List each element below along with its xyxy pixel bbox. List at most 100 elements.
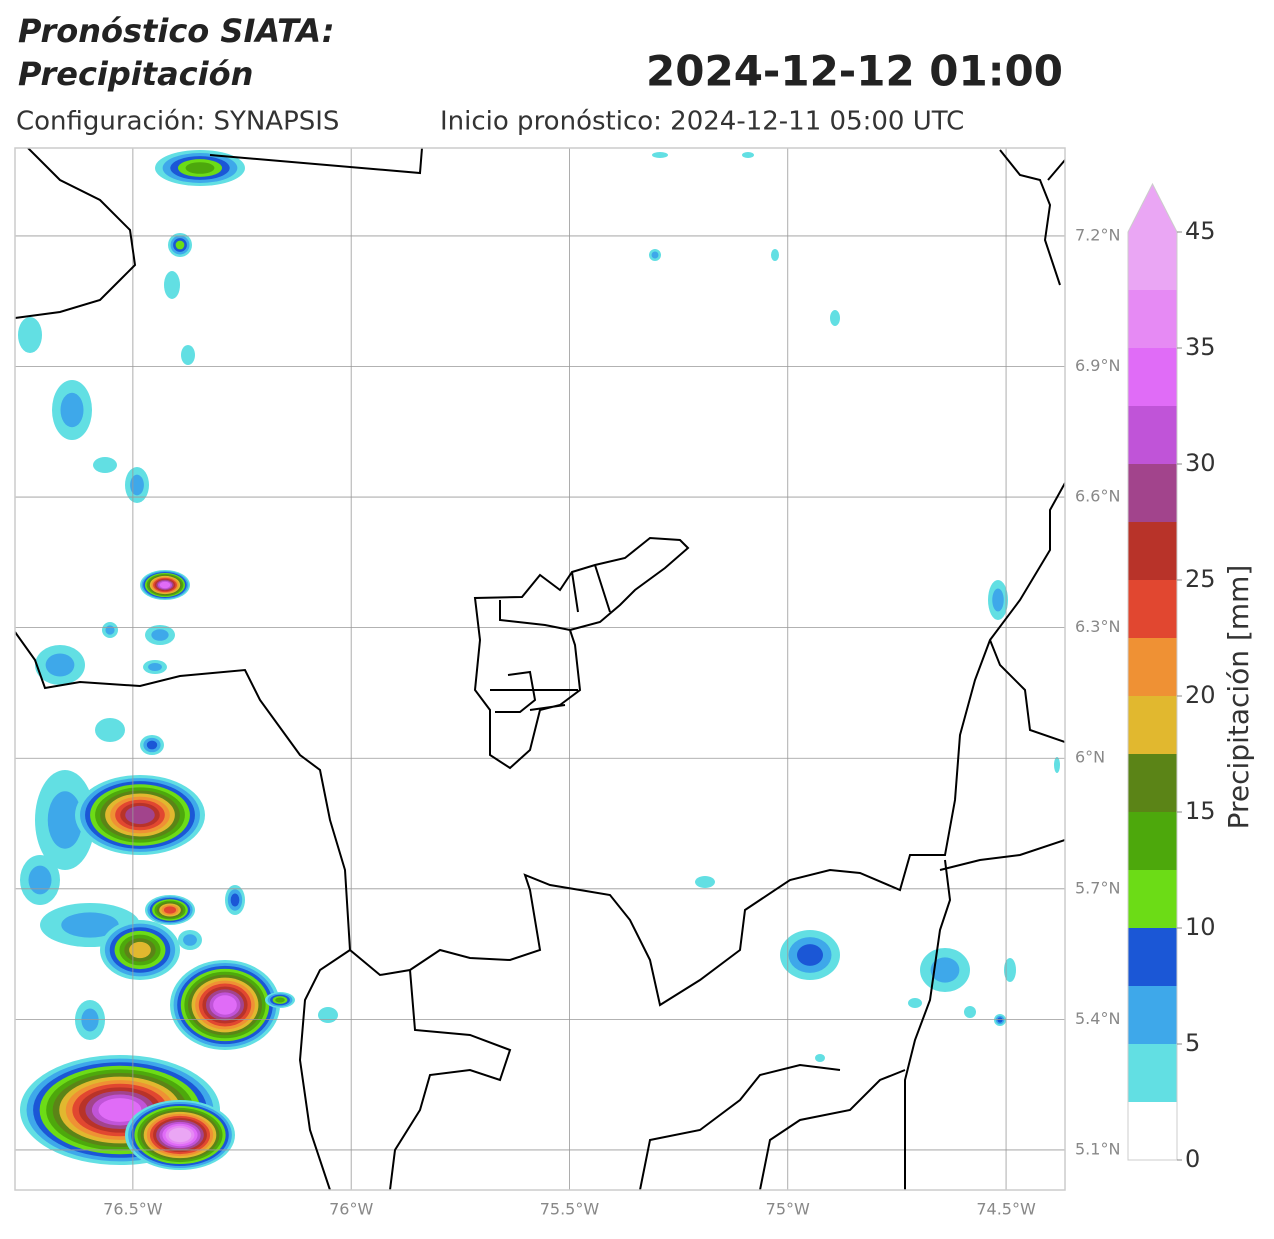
valid-time: 2024-12-12 01:00 bbox=[646, 47, 1063, 96]
precip-area bbox=[60, 392, 84, 428]
colorbar-tick-label: 15 bbox=[1185, 797, 1216, 825]
precip-area bbox=[175, 240, 185, 250]
precip-area bbox=[230, 893, 240, 907]
y-tick-label: 6.6°N bbox=[1075, 487, 1120, 506]
colorbar-band bbox=[1128, 986, 1177, 1044]
precip-area bbox=[129, 941, 151, 959]
precip-area bbox=[651, 251, 659, 259]
border bbox=[473, 536, 690, 770]
map bbox=[15, 148, 1065, 1190]
precip-area bbox=[652, 152, 668, 158]
colorbar-tick-label: 45 bbox=[1185, 217, 1216, 245]
x-tick-label: 76°W bbox=[329, 1200, 373, 1219]
precip-area bbox=[213, 995, 237, 1015]
borders bbox=[15, 148, 1065, 1190]
y-tick-label: 6.9°N bbox=[1075, 356, 1120, 375]
precip-area bbox=[130, 474, 144, 496]
precip-area bbox=[47, 791, 83, 849]
precip-area bbox=[695, 876, 715, 888]
precip-area bbox=[992, 588, 1004, 612]
precip-area bbox=[830, 310, 840, 326]
title: Precipitación bbox=[18, 55, 253, 93]
map-frame bbox=[14, 147, 1066, 1191]
precip-area bbox=[164, 271, 180, 299]
colorbar-label: Precipitación [mm] bbox=[1222, 565, 1255, 830]
colorbar-tick-label: 5 bbox=[1185, 1029, 1200, 1057]
precip-area bbox=[742, 152, 754, 158]
y-tick-label: 5.1°N bbox=[1075, 1139, 1120, 1158]
colorbar-band bbox=[1128, 928, 1177, 986]
colorbar-band bbox=[1128, 522, 1177, 580]
precip-area bbox=[95, 718, 125, 742]
colorbar-band bbox=[1128, 754, 1177, 812]
colorbar-band bbox=[1128, 348, 1177, 406]
precip-area bbox=[771, 249, 779, 261]
precip-area bbox=[930, 957, 960, 983]
precip-area bbox=[185, 162, 215, 174]
precip-area bbox=[163, 906, 177, 914]
colorbar-band bbox=[1128, 232, 1177, 290]
precip-area bbox=[151, 629, 169, 641]
precip-area bbox=[318, 1007, 338, 1023]
x-tick-label: 75°W bbox=[766, 1200, 810, 1219]
colorbar-band bbox=[1128, 812, 1177, 870]
border bbox=[298, 639, 1065, 1190]
colorbar-band bbox=[1128, 1044, 1177, 1102]
precip-area bbox=[908, 998, 922, 1008]
colorbar-tick-label: 25 bbox=[1185, 565, 1216, 593]
precip-area bbox=[275, 997, 285, 1003]
y-tick-label: 6°N bbox=[1075, 748, 1105, 767]
colorbar-band bbox=[1128, 580, 1177, 638]
x-tick-label: 76.5°W bbox=[103, 1200, 163, 1219]
y-tick-label: 6.3°N bbox=[1075, 617, 1120, 636]
colorbar-tick-label: 0 bbox=[1185, 1145, 1200, 1173]
precip-area bbox=[18, 317, 42, 353]
precip-area bbox=[815, 1054, 825, 1062]
precip-area bbox=[81, 1008, 99, 1032]
precip-area bbox=[93, 457, 117, 473]
precip-area bbox=[997, 1017, 1003, 1023]
precip-area bbox=[45, 653, 75, 677]
colorbar: 0 5 10 15 20 25 30 35 45 bbox=[1127, 182, 1216, 1173]
border bbox=[15, 482, 1065, 1007]
colorbar-band bbox=[1128, 406, 1177, 464]
precip-area bbox=[797, 944, 823, 966]
precip-area bbox=[105, 625, 115, 635]
precip-area bbox=[1054, 757, 1060, 773]
precip-area bbox=[159, 581, 171, 589]
colorbar-band bbox=[1128, 1102, 1177, 1160]
colorbar-tick-label: 20 bbox=[1185, 681, 1216, 709]
x-tick-label: 74.5°W bbox=[976, 1200, 1036, 1219]
precip-area bbox=[148, 662, 162, 672]
y-tick-label: 5.4°N bbox=[1075, 1009, 1120, 1028]
precip-area bbox=[168, 1127, 192, 1143]
precip-area bbox=[183, 934, 197, 946]
precip-area bbox=[98, 1098, 142, 1122]
border bbox=[389, 969, 906, 1190]
precip-area bbox=[1004, 958, 1016, 982]
x-tick-label: 75.5°W bbox=[540, 1200, 600, 1219]
colorbar-band bbox=[1128, 290, 1177, 348]
configuration: Configuración: SYNAPSIS bbox=[16, 107, 339, 137]
precip-area bbox=[181, 345, 195, 365]
y-tick-label: 5.7°N bbox=[1075, 878, 1120, 897]
colorbar-band bbox=[1128, 696, 1177, 754]
precip-area bbox=[146, 740, 158, 750]
colorbar-tick-label: 35 bbox=[1185, 333, 1216, 361]
title: Pronóstico SIATA: bbox=[18, 12, 335, 50]
colorbar-band bbox=[1128, 638, 1177, 696]
precip-area bbox=[964, 1006, 976, 1018]
colorbar-tick-label: 30 bbox=[1185, 449, 1216, 477]
colorbar-tick-label: 10 bbox=[1185, 913, 1216, 941]
y-tick-label: 7.2°N bbox=[1075, 225, 1120, 244]
border bbox=[999, 149, 1065, 286]
colorbar-band bbox=[1128, 464, 1177, 522]
colorbar-outline bbox=[1127, 182, 1178, 1161]
forecast-start: Inicio pronóstico: 2024-12-11 05:00 UTC bbox=[440, 107, 964, 137]
border bbox=[15, 148, 423, 319]
precip-area bbox=[125, 805, 155, 825]
precip-area bbox=[61, 912, 119, 938]
colorbar-extend bbox=[1128, 184, 1177, 232]
colorbar-band bbox=[1128, 870, 1177, 928]
